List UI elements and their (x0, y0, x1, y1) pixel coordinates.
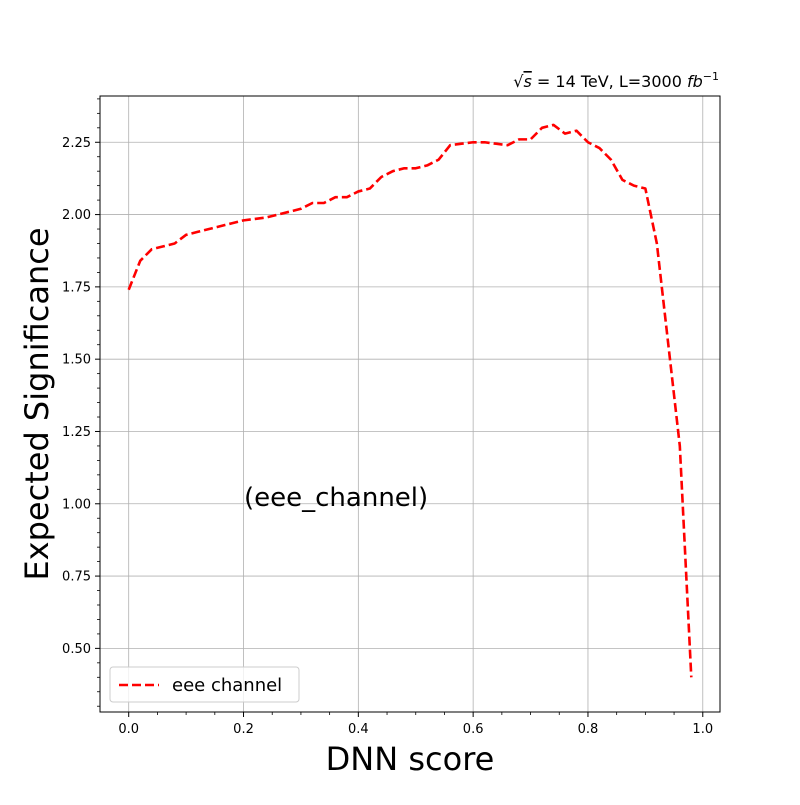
header-unit: fb (687, 72, 703, 91)
header-sqrt-symbol: √ (513, 72, 524, 91)
series-layer (127, 123, 693, 678)
x-tick-label: 0.8 (578, 722, 599, 737)
x-tick-label: 1.0 (692, 722, 713, 737)
y-tick-label: 2.25 (62, 136, 91, 151)
y-tick-label: 0.50 (62, 642, 91, 657)
x-tick-label: 0.0 (118, 722, 139, 737)
header-lumi-text: √s = 14 TeV, L=3000 fb−1 (513, 70, 719, 91)
tick-layer: 0.0 0.2 0.4 0.6 0.8 1.0 0.50 0.75 1.00 1.25 1.50 1.… (62, 98, 713, 737)
y-tick-label: 1.25 (62, 425, 91, 440)
header-unit-exponent: −1 (703, 70, 719, 83)
header-s-symbol: s (523, 72, 531, 91)
legend-box (109, 666, 300, 703)
x-tick-label: 0.6 (463, 722, 484, 737)
x-axis-title: DNN score (326, 740, 495, 778)
legend: eee channel (109, 666, 300, 703)
legend-label: eee channel (172, 675, 282, 696)
grid-layer (100, 96, 720, 712)
series-line-eee-channel (127, 123, 693, 678)
y-axis-title: Expected Significance (18, 227, 56, 580)
y-tick-label: 2.00 (62, 208, 91, 223)
channel-annotation: (eee_channel) (244, 483, 428, 513)
y-tick-label: 1.00 (62, 497, 91, 512)
plot-frame (99, 95, 721, 713)
header-energy-lumi: = 14 TeV, L=3000 (532, 72, 687, 91)
x-tick-label: 0.2 (233, 722, 254, 737)
x-tick-label: 0.4 (348, 722, 369, 737)
y-tick-label: 1.75 (62, 280, 91, 295)
y-tick-label: 1.50 (62, 353, 91, 368)
y-tick-label: 0.75 (62, 570, 91, 585)
